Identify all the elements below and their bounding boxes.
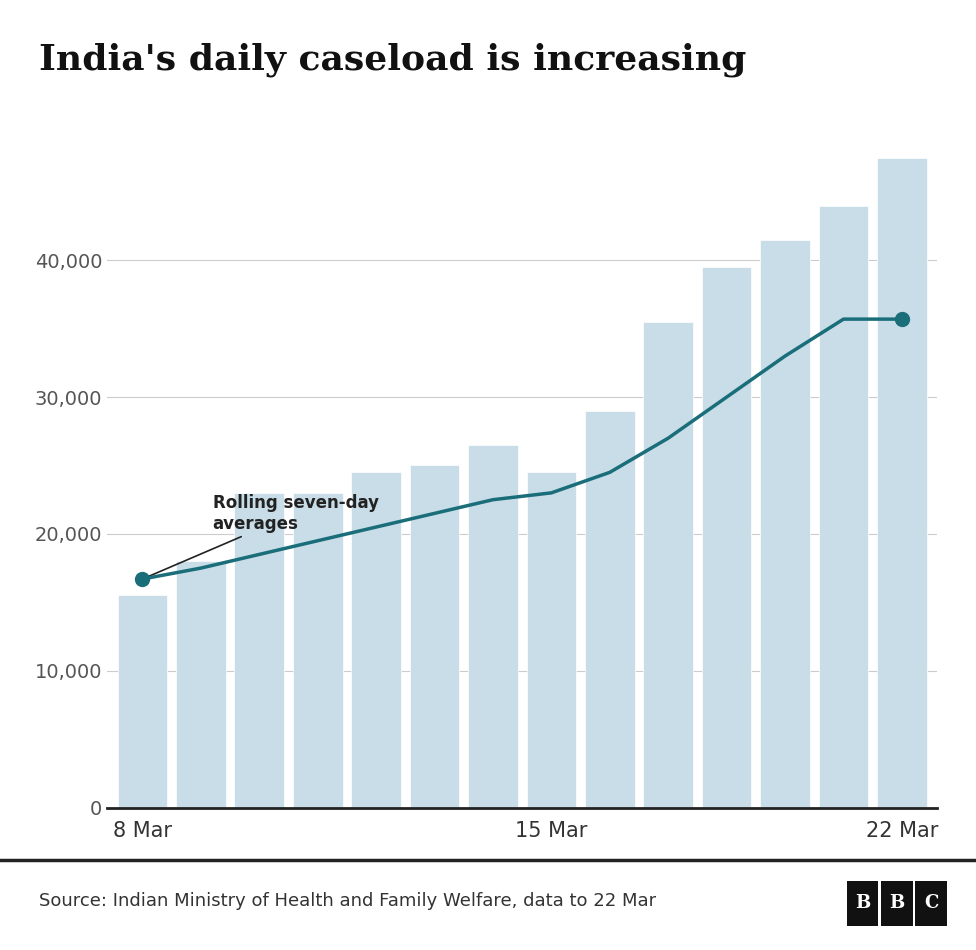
Bar [760,239,810,808]
Bar [643,322,693,808]
Bar [468,445,518,808]
Bar [526,472,576,808]
Bar [702,267,752,808]
Bar [293,493,343,808]
Text: Source: Indian Ministry of Health and Family Welfare, data to 22 Mar: Source: Indian Ministry of Health and Fa… [39,892,656,909]
Text: Rolling seven-day
averages: Rolling seven-day averages [145,494,379,578]
Text: B: B [855,895,871,912]
Bar [410,466,460,808]
Bar [176,561,225,808]
Text: C: C [924,895,938,912]
Bar [117,596,167,808]
Bar [819,205,869,808]
Text: India's daily caseload is increasing: India's daily caseload is increasing [39,43,747,77]
Bar [877,158,927,808]
Bar [351,472,401,808]
Text: B: B [889,895,905,912]
Bar [234,493,284,808]
Bar [585,410,634,808]
